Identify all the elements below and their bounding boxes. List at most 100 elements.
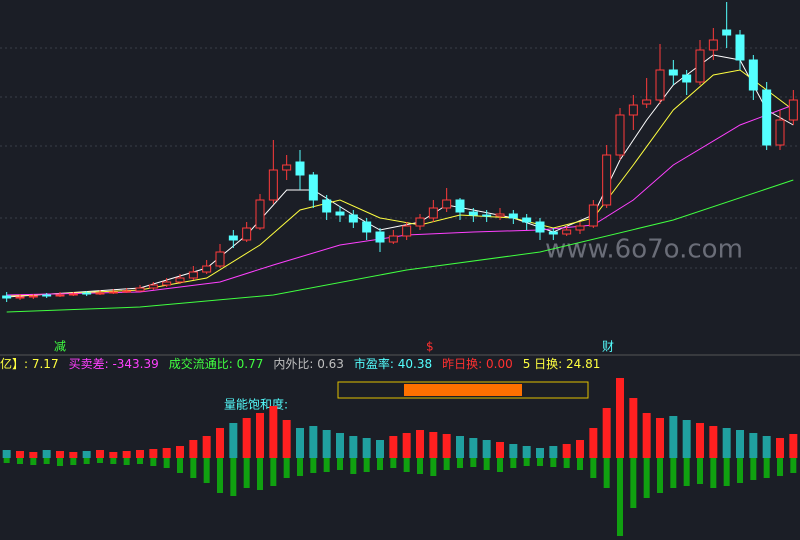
candle-body bbox=[775, 119, 785, 146]
info-value: 0.63 bbox=[317, 357, 344, 371]
info-label: 亿】: bbox=[0, 356, 32, 371]
volume-bar bbox=[576, 440, 584, 458]
watermark: www.6o7o.com bbox=[545, 235, 743, 265]
flow-bar bbox=[550, 458, 557, 467]
flow-bar bbox=[257, 458, 263, 490]
candle-body bbox=[15, 296, 25, 299]
info-value: 0.00 bbox=[486, 357, 513, 371]
volume-bar bbox=[389, 436, 398, 458]
info-label: 昨日换: bbox=[442, 357, 486, 371]
volume-bar bbox=[682, 420, 691, 458]
flow-bar bbox=[390, 458, 397, 468]
volume-bar bbox=[336, 433, 344, 458]
candle-body bbox=[695, 49, 705, 83]
volume-bar bbox=[482, 440, 491, 458]
candle-body bbox=[602, 154, 612, 206]
candle-body bbox=[562, 229, 572, 235]
candle-body bbox=[575, 225, 585, 231]
volume-bar bbox=[309, 426, 318, 458]
candle-body bbox=[588, 204, 598, 227]
volume-bar bbox=[522, 446, 531, 458]
flow-bar bbox=[363, 458, 370, 472]
flow-bar bbox=[243, 458, 250, 488]
volume-bar bbox=[749, 433, 758, 458]
volume-bar bbox=[362, 438, 371, 458]
candle-body bbox=[362, 221, 372, 233]
candle-body bbox=[295, 161, 305, 176]
candle-body bbox=[228, 235, 238, 241]
volume-bar bbox=[509, 444, 518, 458]
flow-bar bbox=[723, 458, 730, 486]
candle-body bbox=[108, 291, 118, 294]
flow-bar bbox=[590, 458, 597, 478]
flow-bar bbox=[123, 458, 130, 465]
candle-body bbox=[135, 287, 145, 292]
volume-bar bbox=[229, 423, 238, 458]
flow-bar bbox=[3, 458, 10, 463]
candle-body bbox=[548, 231, 558, 235]
volume-bar bbox=[789, 434, 798, 458]
candle-body bbox=[322, 199, 332, 213]
candle-body bbox=[268, 169, 278, 201]
flow-bar bbox=[30, 458, 37, 465]
flow-bar bbox=[670, 458, 677, 488]
flow-bar bbox=[97, 458, 103, 463]
info-value: -343.39 bbox=[112, 357, 158, 371]
flow-bar bbox=[697, 458, 703, 484]
candle-body bbox=[148, 284, 158, 289]
info-label: 成交流通比: bbox=[169, 356, 237, 371]
volume-bar bbox=[122, 451, 131, 458]
info-text: 亿】: 7.17 买卖差: -343.39 成交流通比: 0.77 内外比: 0.63… bbox=[0, 356, 600, 371]
candle-body bbox=[535, 221, 545, 233]
candle-body bbox=[508, 213, 518, 219]
candle-body bbox=[42, 294, 52, 297]
flow-bar bbox=[150, 458, 157, 466]
flow-bar bbox=[17, 458, 23, 464]
flow-bar bbox=[83, 458, 90, 464]
candle-body bbox=[122, 290, 132, 293]
volume-bar bbox=[629, 398, 638, 458]
volume-bar bbox=[282, 420, 291, 458]
flow-bar bbox=[337, 458, 343, 470]
info-value: 24.81 bbox=[566, 357, 600, 371]
saturation-label: 量能饱和度: bbox=[224, 397, 288, 412]
candle-body bbox=[615, 114, 625, 156]
flow-bar bbox=[457, 458, 463, 468]
volume-bar bbox=[176, 446, 184, 458]
candle-body bbox=[308, 174, 318, 201]
volume-bar bbox=[202, 436, 211, 458]
flow-bar bbox=[203, 458, 210, 483]
flow-bar bbox=[70, 458, 77, 465]
volume-bar bbox=[669, 416, 678, 458]
volume-bar bbox=[602, 408, 611, 458]
candle-body bbox=[282, 164, 292, 171]
volume-bar bbox=[256, 413, 264, 458]
candle-body bbox=[468, 211, 478, 216]
candle-body bbox=[375, 231, 385, 243]
flow-bar bbox=[710, 458, 717, 488]
candle-body bbox=[2, 295, 12, 299]
candle-body bbox=[388, 235, 398, 243]
volume-bar bbox=[96, 450, 104, 458]
candle-body bbox=[762, 89, 772, 146]
candle-body bbox=[655, 69, 665, 101]
flow-bar bbox=[683, 458, 690, 486]
flow-bar bbox=[617, 458, 623, 536]
volume-bar bbox=[296, 428, 304, 458]
flow-bar bbox=[577, 458, 583, 470]
flow-bar bbox=[430, 458, 437, 476]
volume-bar bbox=[216, 428, 224, 458]
flow-bar bbox=[190, 458, 197, 478]
volume-bar bbox=[402, 433, 411, 458]
volume-bar bbox=[162, 448, 171, 458]
flow-bar bbox=[443, 458, 450, 470]
ma-line bbox=[6, 104, 794, 296]
flow-bar bbox=[177, 458, 183, 473]
volume-bar bbox=[562, 444, 571, 458]
candle-body bbox=[402, 225, 412, 237]
flow-bar bbox=[737, 458, 743, 483]
saturation-fill bbox=[404, 384, 522, 396]
candle-body bbox=[82, 292, 92, 295]
volume-bar bbox=[109, 452, 118, 458]
